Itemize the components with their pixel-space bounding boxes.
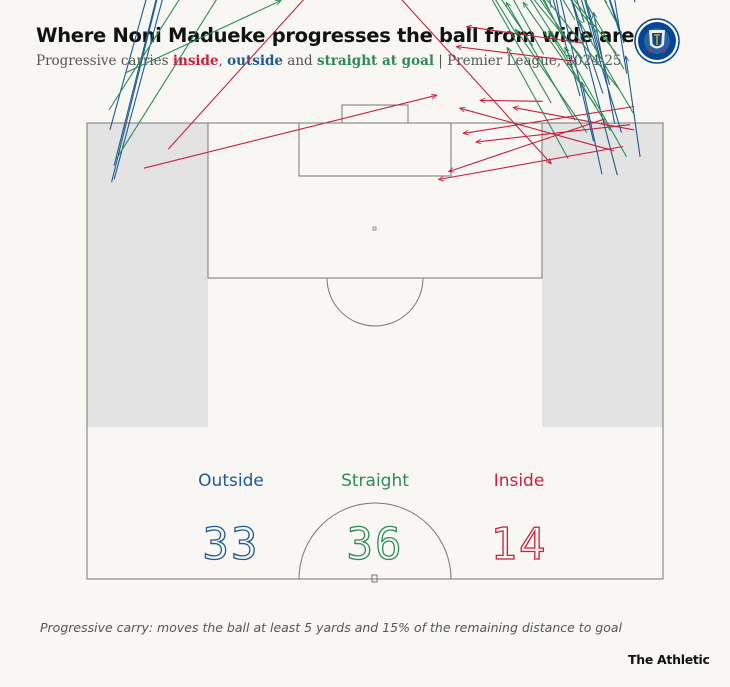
six-yard-box [298, 122, 452, 177]
category-labels: Outside Straight Inside 33 36 14 [198, 471, 548, 571]
wide-zone-left [87, 123, 208, 427]
footnote: Progressive carry: moves the ball at lea… [40, 620, 623, 635]
subtitle-straight: straight at goal [316, 53, 434, 69]
outside-carry-arrow [571, 0, 618, 176]
subtitle-outside: outside [227, 53, 283, 69]
straight-carry-arrow [523, 2, 597, 107]
series-straight [108, 0, 636, 159]
label-inside: Inside [494, 471, 545, 491]
centre-circle [298, 502, 452, 580]
the-athletic-logo: The Athletic [628, 652, 710, 667]
straight-carry-arrow [116, 0, 217, 159]
straight-carry-arrow [530, 0, 569, 59]
subtitle-inside: inside [172, 53, 219, 69]
outside-carry-arrow [609, 0, 625, 44]
inside-carry-arrow [456, 47, 576, 62]
outside-carry-arrow [614, 0, 628, 74]
straight-carry-arrow [491, 0, 552, 104]
inside-carry-arrow [167, 0, 305, 150]
outside-carry-arrow [594, 13, 616, 125]
penalty-spot [372, 226, 377, 231]
straight-carry-arrow [543, 0, 563, 37]
straight-carry-arrow [570, 0, 599, 34]
straight-carry-arrow [495, 0, 519, 38]
label-outside: Outside [198, 471, 264, 491]
outside-carry-arrow [111, 0, 158, 183]
straight-carry-arrow [108, 0, 180, 111]
chart-title: Where Noni Madueke progresses the ball f… [36, 24, 659, 47]
inside-carry-arrow [480, 100, 543, 101]
outside-carry-arrow [571, 0, 604, 94]
inside-carry-arrow [476, 124, 631, 142]
straight-carry-arrow [125, 0, 281, 74]
subtitle-prefix: Progressive carries [36, 53, 173, 69]
outside-carry-arrow [560, 0, 595, 142]
outside-carry-arrow [113, 0, 157, 166]
label-straight: Straight [341, 471, 409, 491]
outside-carry-arrow [608, 0, 620, 32]
straight-carry-arrow [533, 0, 583, 60]
straight-carry-arrow [584, 0, 625, 70]
subtitle-sep-1: , [218, 53, 228, 69]
series-inside [143, 0, 635, 180]
straight-carry-arrow [549, 31, 611, 132]
inside-carry-arrow [460, 108, 615, 152]
straight-carry-arrow [507, 47, 569, 159]
outside-carry-arrow [633, 0, 636, 3]
straight-carry-arrow [603, 0, 618, 25]
count-inside: 14 [491, 519, 548, 570]
pitch-markings [86, 104, 664, 583]
count-straight: 36 [347, 519, 404, 570]
wide-zone-right [542, 123, 663, 427]
outside-carry-arrow [582, 82, 603, 175]
subtitle-sep-2: and [283, 53, 317, 69]
straight-carry-arrow [565, 47, 628, 158]
inside-carry-arrow [449, 118, 606, 172]
straight-carry-arrow [539, 0, 589, 70]
straight-carry-arrow [578, 20, 636, 117]
straight-carry-arrow [543, 0, 620, 90]
straight-carry-arrow [506, 2, 576, 121]
outside-carry-arrow [552, 0, 581, 97]
centre-spot [371, 574, 378, 583]
goal [341, 104, 409, 124]
outside-carry-arrow [109, 0, 147, 131]
inside-carry-arrow [467, 27, 583, 44]
carry-arrows [108, 0, 641, 183]
inside-carry-arrow [463, 105, 635, 134]
count-outside: 33 [203, 519, 260, 570]
outside-carry-arrow [113, 0, 163, 180]
inside-carry-arrow [401, 0, 551, 164]
straight-carry-arrow [513, 0, 545, 55]
straight-carry-arrow [573, 0, 617, 54]
penalty-box [207, 122, 543, 279]
inside-carry-arrow [439, 145, 624, 180]
penalty-arc [326, 277, 424, 327]
inside-carry-arrow [143, 95, 437, 169]
chelsea-crest-icon [634, 18, 680, 64]
straight-carry-arrow [562, 0, 576, 20]
